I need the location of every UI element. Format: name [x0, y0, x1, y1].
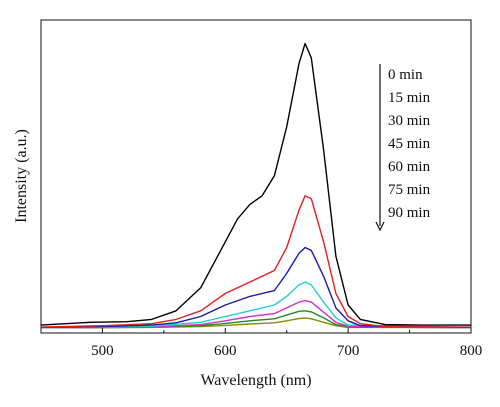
legend: 0 min 15 min 30 min 45 min 60 min 75 min 90 mi… — [375, 64, 431, 232]
x-tick-label: 700 — [337, 343, 360, 359]
x-axis: 500 600 700 800 — [40, 328, 483, 359]
series-line-1 — [40, 195, 472, 328]
legend-label: 30 min — [388, 113, 431, 129]
series-layer — [40, 42, 472, 329]
legend-label: 15 min — [388, 90, 431, 106]
legend-label: 0 min — [388, 67, 423, 83]
legend-arrow-head — [375, 221, 385, 232]
series-line-2 — [40, 246, 472, 329]
plot-frame — [40, 19, 472, 334]
legend-label: 45 min — [388, 136, 431, 152]
legend-label: 75 min — [388, 182, 431, 198]
y-axis-title: Intensity (a.u.) — [13, 129, 30, 223]
legend-label: 60 min — [388, 159, 431, 175]
x-axis-title: Wavelength (nm) — [200, 372, 311, 389]
series-line-3 — [40, 281, 472, 329]
legend-label: 90 min — [388, 205, 431, 221]
series-line-4 — [40, 300, 472, 329]
series-line-0 — [40, 42, 471, 326]
x-tick-label: 800 — [460, 343, 483, 359]
x-tick-label: 500 — [91, 343, 114, 359]
x-tick-label: 600 — [214, 343, 237, 359]
